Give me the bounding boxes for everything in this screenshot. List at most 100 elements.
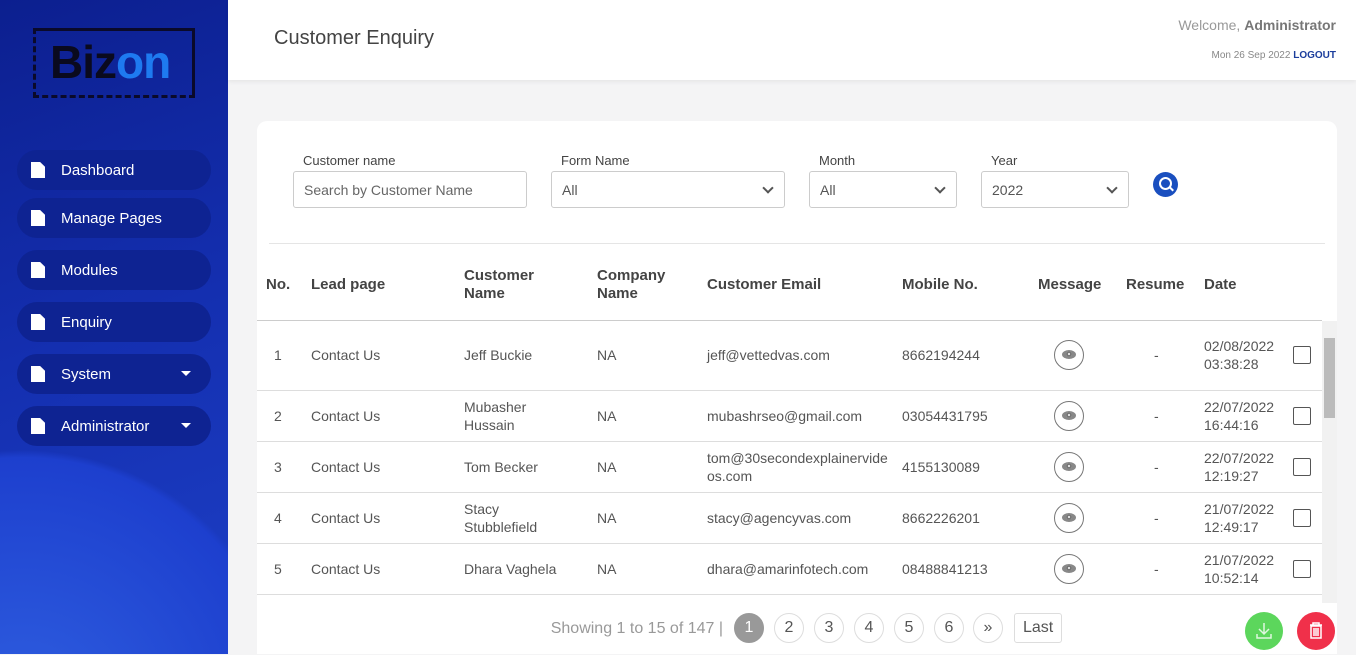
page-5-button[interactable]: 5 bbox=[894, 613, 924, 643]
column-header: Resume bbox=[1126, 275, 1185, 293]
view-message-icon[interactable] bbox=[1054, 340, 1084, 371]
sidebar-item-enquiry[interactable]: Enquiry bbox=[17, 302, 211, 342]
column-header: Mobile No. bbox=[902, 275, 978, 293]
date: 21/07/2022 10:52:14 bbox=[1204, 543, 1293, 595]
date: 22/07/2022 12:19:27 bbox=[1204, 441, 1293, 493]
mobile-number: 8662194244 bbox=[902, 321, 1038, 391]
row-number: 2 bbox=[257, 390, 311, 442]
sidebar-item-label: Dashboard bbox=[61, 161, 135, 179]
column-header: No. bbox=[266, 275, 291, 293]
row-number: 1 bbox=[257, 321, 311, 391]
caret-down-icon bbox=[181, 371, 191, 381]
date: 21/07/2022 12:49:17 bbox=[1204, 492, 1293, 544]
form-name-value: All bbox=[562, 181, 578, 198]
welcome-text: Welcome, Administrator bbox=[1178, 17, 1336, 33]
customer-name-label: Customer name bbox=[303, 153, 396, 168]
column-header: Customer Email bbox=[707, 275, 822, 293]
pagination-summary: Showing 1 to 15 of 147 | bbox=[550, 620, 723, 637]
date-line: Mon 26 Sep 2022 LOGOUT bbox=[1211, 50, 1336, 61]
table-row: 5 Contact Us Dhara Vaghela NA dhara@amar… bbox=[257, 543, 1322, 595]
view-message-icon[interactable] bbox=[1054, 553, 1084, 584]
scrollbar-thumb[interactable] bbox=[1324, 338, 1335, 418]
sidebar-item-system[interactable]: System bbox=[17, 354, 211, 394]
view-message-icon[interactable] bbox=[1054, 400, 1084, 431]
scrollbar[interactable] bbox=[1322, 321, 1337, 603]
resume: - bbox=[1126, 441, 1204, 493]
table-header: No. Lead page Customer Name Company Name Cus… bbox=[257, 250, 1322, 321]
table-row: 2 Contact Us Mubasher Hussain NA mubashr… bbox=[257, 390, 1322, 442]
customer-name-input[interactable]: Search by Customer Name bbox=[293, 171, 527, 208]
lead-page: Contact Us bbox=[311, 492, 464, 544]
customer-name: Stacy Stubblefield bbox=[464, 492, 597, 544]
column-header: Date bbox=[1204, 275, 1237, 293]
customer-name: Jeff Buckie bbox=[464, 321, 597, 391]
page-6-button[interactable]: 6 bbox=[934, 613, 964, 643]
row-number: 5 bbox=[257, 543, 311, 595]
customer-email: jeff@vettedvas.com bbox=[707, 321, 902, 391]
mobile-number: 8662226201 bbox=[902, 492, 1038, 544]
form-name-select[interactable]: All bbox=[551, 171, 785, 208]
month-select[interactable]: All bbox=[809, 171, 957, 208]
customer-name: Tom Becker bbox=[464, 441, 597, 493]
customer-email: tom@30secondexplainervideos.com bbox=[707, 441, 902, 493]
column-header: Message bbox=[1038, 275, 1102, 293]
page-4-button[interactable]: 4 bbox=[854, 613, 884, 643]
row-number: 3 bbox=[257, 441, 311, 493]
sidebar-item-label: Enquiry bbox=[61, 313, 112, 331]
row-checkbox[interactable] bbox=[1293, 508, 1311, 527]
view-message-icon[interactable] bbox=[1054, 502, 1084, 533]
download-button[interactable] bbox=[1245, 612, 1283, 650]
file-icon bbox=[31, 418, 45, 434]
page-3-button[interactable]: 3 bbox=[814, 613, 844, 643]
lead-page: Contact Us bbox=[311, 441, 464, 493]
chevron-down-icon bbox=[762, 182, 774, 194]
file-icon bbox=[31, 366, 45, 382]
sidebar-item-label: Manage Pages bbox=[61, 209, 162, 227]
caret-down-icon bbox=[181, 423, 191, 433]
file-icon bbox=[31, 262, 45, 278]
resume: - bbox=[1126, 543, 1204, 595]
customer-name: Dhara Vaghela bbox=[464, 543, 597, 595]
next-page-button[interactable]: » bbox=[973, 613, 1003, 643]
column-header: Lead page bbox=[311, 275, 386, 293]
column-header: Customer Name bbox=[464, 266, 535, 302]
sidebar-item-label: Administrator bbox=[61, 417, 150, 435]
sidebar-item-dashboard[interactable]: Dashboard bbox=[17, 150, 211, 190]
sidebar-item-administrator[interactable]: Administrator bbox=[17, 406, 211, 446]
current-date: Mon 26 Sep 2022 bbox=[1211, 50, 1291, 61]
enquiry-card: Customer name Search by Customer Name Fo… bbox=[257, 121, 1337, 654]
delete-button[interactable] bbox=[1297, 612, 1335, 650]
logout-link[interactable]: LOGOUT bbox=[1293, 50, 1336, 61]
mobile-number: 03054431795 bbox=[902, 390, 1038, 442]
sidebar-item-modules[interactable]: Modules bbox=[17, 250, 211, 290]
user-name: Administrator bbox=[1244, 17, 1336, 33]
row-checkbox[interactable] bbox=[1293, 457, 1311, 476]
customer-email: mubashrseo@gmail.com bbox=[707, 390, 902, 442]
table-row: 4 Contact Us Stacy Stubblefield NA stacy… bbox=[257, 492, 1322, 544]
row-checkbox[interactable] bbox=[1293, 406, 1311, 425]
table-body: 1 Contact Us Jeff Buckie NA jeff@vettedv… bbox=[257, 321, 1337, 603]
sidebar-item-manage-pages[interactable]: Manage Pages bbox=[17, 198, 211, 238]
view-message-icon[interactable] bbox=[1054, 451, 1084, 482]
customer-email: stacy@agencyvas.com bbox=[707, 492, 902, 544]
logo-text-accent: on bbox=[116, 36, 171, 88]
row-checkbox[interactable] bbox=[1293, 559, 1311, 578]
row-checkbox[interactable] bbox=[1293, 346, 1311, 365]
lead-page: Contact Us bbox=[311, 543, 464, 595]
bizon-logo[interactable]: Bizon bbox=[33, 28, 195, 98]
page-2-button[interactable]: 2 bbox=[774, 613, 804, 643]
file-icon bbox=[31, 210, 45, 226]
page-1-button[interactable]: 1 bbox=[734, 613, 764, 643]
year-select[interactable]: 2022 bbox=[981, 171, 1129, 208]
month-label: Month bbox=[819, 153, 856, 168]
customer-email: dhara@amarinfotech.com bbox=[707, 543, 902, 595]
search-button[interactable] bbox=[1153, 172, 1178, 197]
year-label: Year bbox=[991, 153, 1018, 168]
sidebar-item-label: System bbox=[61, 365, 112, 383]
resume: - bbox=[1126, 390, 1204, 442]
date: 02/08/2022 03:38:28 bbox=[1204, 321, 1293, 391]
mobile-number: 4155130089 bbox=[902, 441, 1038, 493]
last-page-button[interactable]: Last bbox=[1014, 613, 1063, 643]
form-name-label: Form Name bbox=[561, 153, 630, 168]
